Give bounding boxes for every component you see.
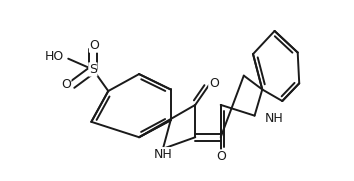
Text: O: O — [61, 78, 71, 91]
Text: O: O — [90, 39, 99, 52]
Text: S: S — [89, 63, 97, 76]
Text: HO: HO — [44, 50, 64, 63]
Text: O: O — [209, 77, 219, 90]
Text: NH: NH — [264, 112, 283, 125]
Text: O: O — [216, 150, 225, 163]
Text: NH: NH — [154, 148, 172, 161]
